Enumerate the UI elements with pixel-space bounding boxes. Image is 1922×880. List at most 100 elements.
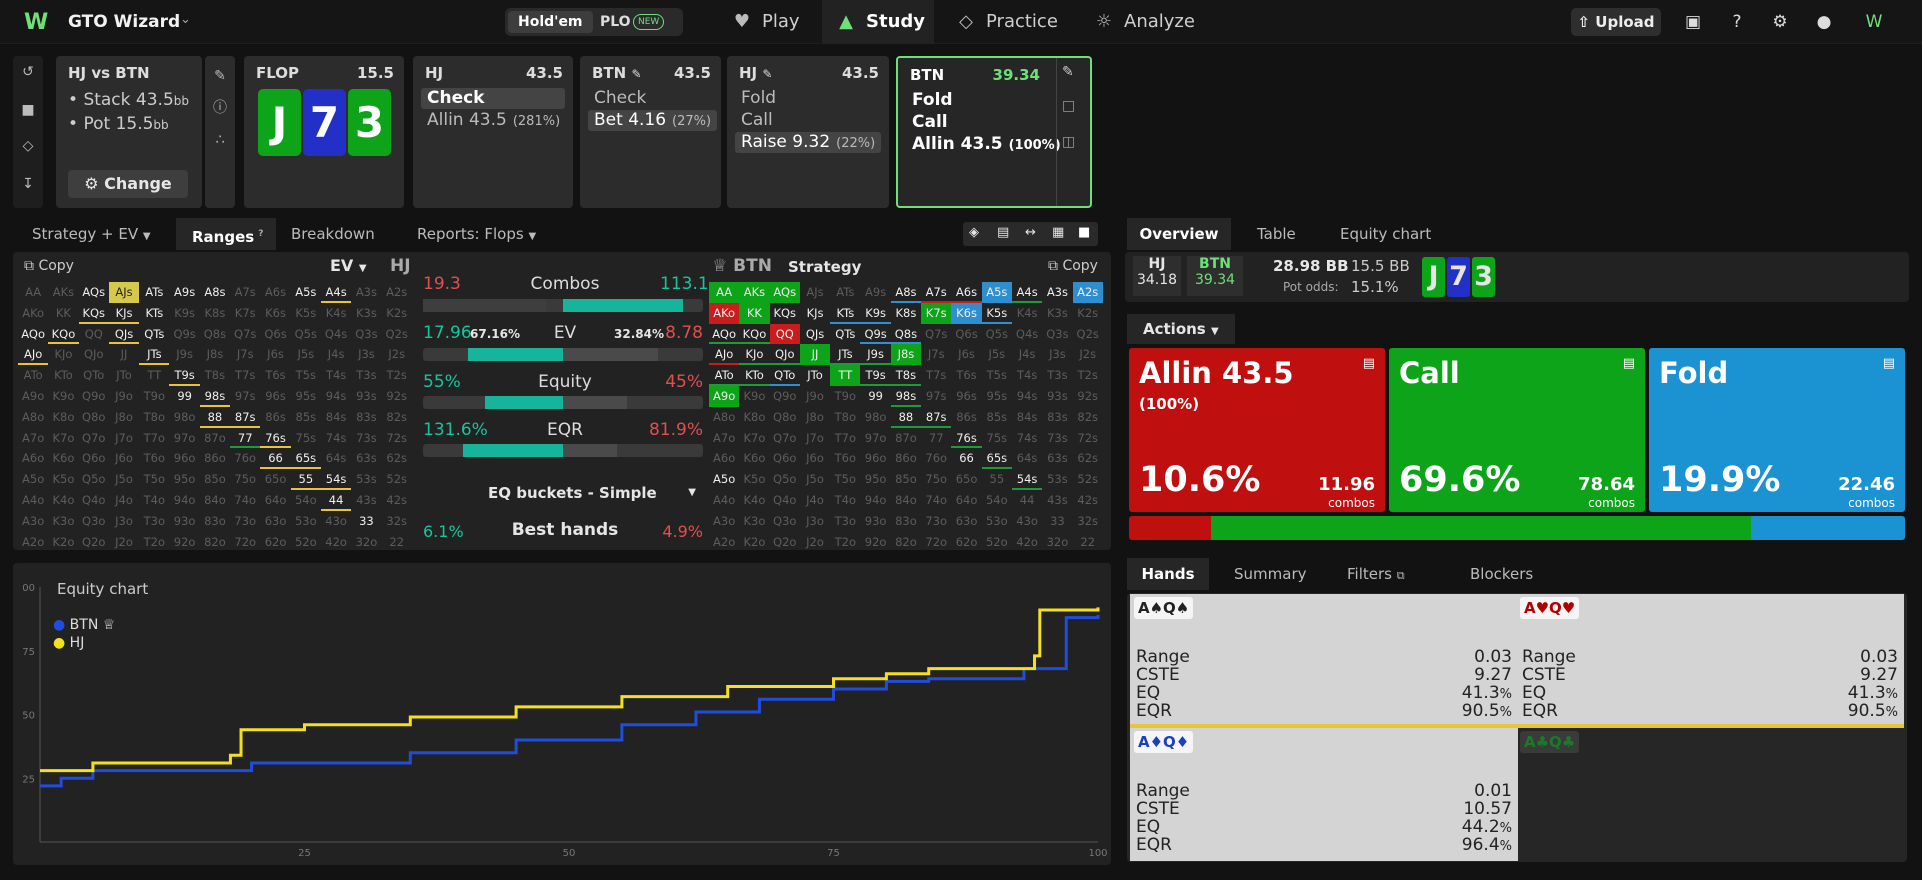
hand-cell[interactable]: 86o bbox=[895, 451, 917, 466]
hand-cell[interactable]: Q5s bbox=[985, 326, 1008, 341]
hand-cell[interactable]: A8o bbox=[22, 409, 45, 424]
hand-cell[interactable]: QJs bbox=[805, 326, 825, 341]
hand-cell[interactable]: 82s bbox=[1077, 409, 1099, 424]
hand-cell[interactable]: T2o bbox=[834, 534, 857, 549]
hand-cell[interactable]: 63o bbox=[955, 513, 978, 528]
hand-cell[interactable]: 99 bbox=[177, 388, 192, 403]
upload-button[interactable]: ⇧ Upload bbox=[1571, 8, 1661, 36]
hand-cell[interactable]: 75s bbox=[986, 430, 1008, 445]
hand-cell[interactable]: T6s bbox=[265, 368, 286, 383]
hand-cell[interactable]: 77 bbox=[230, 428, 260, 449]
hand-cell[interactable]: 72o bbox=[925, 534, 948, 549]
hand-cell[interactable]: J5o bbox=[806, 472, 824, 487]
hand-cell[interactable]: J5s bbox=[297, 347, 315, 362]
hand-cell[interactable]: KJo bbox=[54, 347, 73, 362]
hand-cell[interactable]: 97o bbox=[173, 430, 196, 445]
hand-cell[interactable]: Q8s bbox=[891, 324, 921, 345]
hand-cell[interactable]: J6s bbox=[267, 347, 284, 362]
notes-icon[interactable]: ▤ bbox=[1882, 356, 1895, 371]
action-raise[interactable]: Raise 9.32 (22%) bbox=[735, 132, 882, 153]
hand-cell[interactable]: 72s bbox=[386, 430, 408, 445]
hand-cell[interactable]: A6o bbox=[22, 451, 45, 466]
hand-cell[interactable]: J3o bbox=[806, 513, 824, 528]
hand-cell[interactable]: 55 bbox=[989, 472, 1005, 487]
hand-cell[interactable]: J5o bbox=[115, 472, 133, 487]
hand-cell[interactable]: T8s bbox=[204, 368, 226, 383]
hand-cell[interactable]: J4o bbox=[806, 492, 824, 507]
hand-cell[interactable]: 22 bbox=[1080, 534, 1096, 549]
hand-cell[interactable]: Q6o bbox=[82, 451, 106, 466]
hand-cell[interactable]: T3s bbox=[1047, 368, 1068, 383]
hand-cell[interactable]: K9s bbox=[174, 305, 196, 320]
info-icon[interactable]: ⓘ bbox=[213, 100, 227, 116]
wizard-avatar-icon[interactable]: W bbox=[1865, 12, 1883, 32]
hand-cell[interactable]: J9o bbox=[806, 388, 824, 403]
hand-cell[interactable]: Q5o bbox=[773, 472, 797, 487]
hand-cell[interactable]: K9s bbox=[860, 303, 890, 324]
hand-cell[interactable]: 98s bbox=[891, 386, 921, 407]
tab-strategy-ev[interactable]: Strategy + EV ▼ bbox=[20, 218, 170, 250]
hand-cell[interactable]: K5s bbox=[982, 303, 1012, 324]
hand-cell[interactable]: 96s bbox=[956, 388, 977, 403]
hand-cell[interactable]: A7s bbox=[921, 282, 951, 303]
hand-cell[interactable]: 22 bbox=[389, 534, 405, 549]
collapse-icon[interactable]: ↧ bbox=[22, 176, 34, 192]
hand-cell[interactable]: QTs bbox=[835, 326, 856, 341]
hand-cell[interactable]: K4o bbox=[743, 492, 766, 507]
hand-cell[interactable]: QTo bbox=[83, 368, 105, 383]
hand-cell[interactable]: A8o bbox=[713, 409, 736, 424]
hand-cell[interactable]: 32o bbox=[355, 534, 378, 549]
hand-cell[interactable]: J5s bbox=[988, 347, 1006, 362]
hand-cell[interactable]: 62o bbox=[264, 534, 287, 549]
change-button[interactable]: ⚙ Change bbox=[68, 170, 188, 198]
cube-icon[interactable]: ◈ bbox=[969, 225, 979, 240]
hand-cell[interactable]: Q3s bbox=[1046, 326, 1069, 341]
hand-cell[interactable]: J7o bbox=[806, 430, 824, 445]
hand-cell[interactable]: 97s bbox=[234, 388, 256, 403]
action-bet[interactable]: Bet 4.16 (27%) bbox=[588, 110, 718, 131]
settings-gear-icon[interactable]: ⚙ bbox=[1772, 12, 1788, 32]
hand-cell[interactable]: 84s bbox=[325, 409, 347, 424]
hand-cell[interactable]: 76s bbox=[260, 428, 290, 449]
hand-cell[interactable]: KJs bbox=[109, 303, 139, 324]
hand-cell[interactable]: T2s bbox=[386, 368, 407, 383]
hand-cell[interactable]: 62o bbox=[955, 534, 978, 549]
hand-cell[interactable]: J7s bbox=[927, 347, 945, 362]
hand-cell[interactable]: A7s bbox=[234, 285, 256, 299]
hand-cell[interactable]: 95s bbox=[986, 388, 1008, 403]
hand-cell[interactable]: KQo bbox=[48, 324, 78, 345]
action-fold[interactable]: Fold bbox=[906, 90, 959, 111]
hand-cell[interactable]: 54s bbox=[1012, 469, 1042, 490]
hand-cell[interactable]: K4o bbox=[52, 492, 75, 507]
action-panel-hj-2[interactable]: HJ ✎ 43.5 Fold Call Raise 9.32 (22%) bbox=[727, 56, 889, 208]
hand-cell[interactable]: T9o bbox=[834, 388, 857, 403]
hand-cell[interactable]: J9o bbox=[115, 388, 133, 403]
hand-cell[interactable]: 55 bbox=[291, 469, 321, 490]
hand-cell[interactable]: A6o bbox=[713, 451, 736, 466]
hand-cell[interactable]: K5s bbox=[295, 305, 317, 320]
hand-cell[interactable]: AKo bbox=[22, 305, 45, 320]
hand-cell[interactable]: 88 bbox=[200, 407, 230, 428]
hand-cell[interactable]: 62s bbox=[1077, 451, 1099, 466]
hand-cell[interactable]: ATo bbox=[709, 365, 739, 386]
hand-cell[interactable]: 98o bbox=[173, 409, 196, 424]
nav-play[interactable]: ♥ Play bbox=[730, 0, 820, 44]
hand-cell[interactable]: K3o bbox=[743, 513, 766, 528]
holdem-toggle[interactable]: Hold'em bbox=[508, 11, 593, 33]
hand-cell[interactable]: QJs bbox=[109, 324, 139, 345]
hand-cell[interactable]: Q7o bbox=[773, 430, 797, 445]
hand-cell[interactable]: T7s bbox=[235, 368, 256, 383]
hand-cell[interactable]: 98o bbox=[864, 409, 887, 424]
tab-breakdown[interactable]: Breakdown bbox=[291, 225, 375, 243]
hand-cell[interactable]: ATs bbox=[145, 285, 164, 299]
hand-cell[interactable]: A6s bbox=[951, 282, 981, 303]
hand-cell[interactable]: AA bbox=[25, 285, 42, 299]
hand-cell[interactable]: 63s bbox=[356, 451, 377, 466]
hand-cell[interactable]: T7o bbox=[834, 430, 857, 445]
hand-cell[interactable]: 73o bbox=[925, 513, 948, 528]
layout-split-icon[interactable]: ▤ bbox=[997, 225, 1010, 240]
hand-cell[interactable]: J9s bbox=[860, 344, 890, 365]
hand-cell[interactable]: J6o bbox=[115, 451, 133, 466]
hand-cell[interactable]: A9o bbox=[22, 388, 45, 403]
hand-cell[interactable]: 73s bbox=[356, 430, 377, 445]
